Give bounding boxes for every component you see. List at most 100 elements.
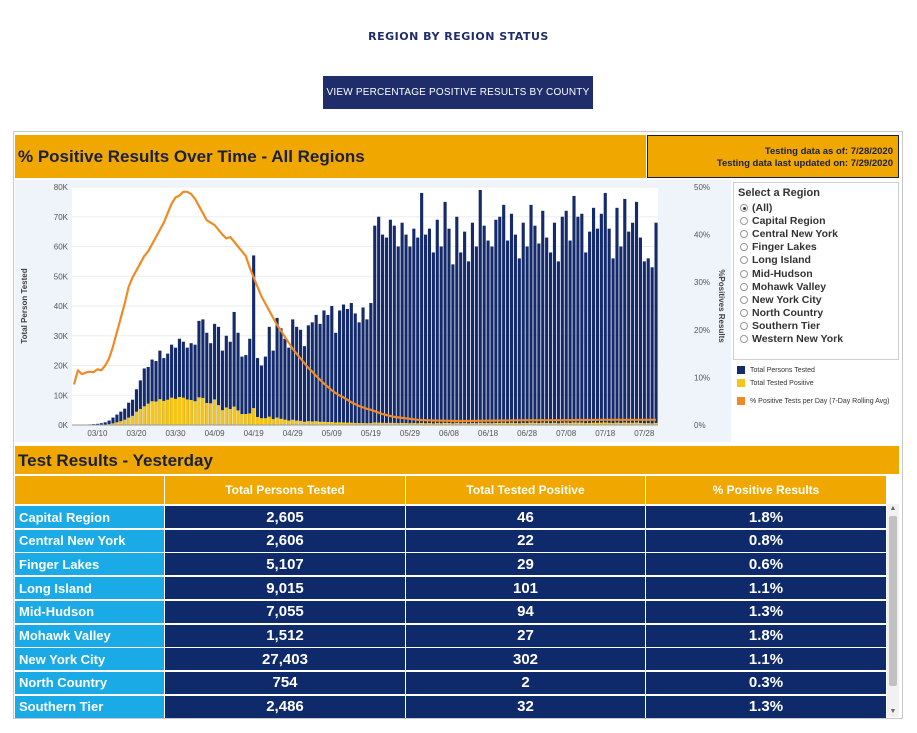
legend-tested: Total Persons Tested xyxy=(737,366,815,374)
bar-tested xyxy=(142,368,146,425)
table-cell-tested: 2,606 xyxy=(165,529,405,552)
region-option[interactable]: Western New York xyxy=(740,333,843,345)
table-scrollbar[interactable]: ▲ ▼ xyxy=(887,504,899,717)
table-row-region: Long Island xyxy=(15,577,164,600)
bar-tested xyxy=(525,246,529,425)
bar-tested xyxy=(482,225,486,425)
bar-positive xyxy=(498,422,502,425)
x-tick-label: 07/18 xyxy=(595,429,616,438)
table-cell-tested: 9,015 xyxy=(165,577,405,600)
bar-tested xyxy=(463,231,467,425)
region-option[interactable]: (All) xyxy=(740,202,772,214)
table-row-region: Capital Region xyxy=(15,506,164,528)
y-tick-label: 0K xyxy=(58,421,68,430)
radio-icon[interactable] xyxy=(740,282,748,291)
bar-positive xyxy=(267,416,271,425)
radio-icon[interactable] xyxy=(740,243,748,252)
radio-icon[interactable] xyxy=(740,256,748,265)
region-option[interactable]: Central New York xyxy=(740,228,838,240)
bar-tested xyxy=(494,219,498,425)
table-cell-positive: 94 xyxy=(406,600,645,623)
table-cell-positive: 22 xyxy=(406,529,645,552)
y2-tick-label: 40% xyxy=(694,231,710,240)
bar-tested xyxy=(576,216,580,425)
bar-tested xyxy=(353,313,357,425)
bar-positive xyxy=(607,422,611,425)
bar-tested xyxy=(283,338,287,425)
bar-positive xyxy=(158,399,162,425)
bar-positive xyxy=(349,422,353,425)
region-option[interactable]: Mohawk Valley xyxy=(740,281,826,293)
bar-tested xyxy=(392,225,396,425)
bar-positive xyxy=(263,418,267,425)
bar-positive xyxy=(341,422,346,425)
table-cell-positive: 29 xyxy=(406,553,645,576)
table-cell-pct: 0.3% xyxy=(646,671,886,694)
scroll-thumb[interactable] xyxy=(889,516,897,686)
bar-positive xyxy=(541,422,545,425)
radio-icon[interactable] xyxy=(740,308,748,317)
bar-tested xyxy=(345,308,349,425)
bar-positive xyxy=(119,421,123,425)
region-option[interactable]: Mid-Hudson xyxy=(740,268,813,280)
region-option[interactable]: New York City xyxy=(740,294,822,306)
radio-icon[interactable] xyxy=(740,204,748,212)
radio-icon[interactable] xyxy=(740,321,748,330)
radio-icon[interactable] xyxy=(740,230,748,239)
bar-tested xyxy=(470,222,474,425)
bar-positive xyxy=(486,423,490,425)
region-option[interactable]: Finger Lakes xyxy=(740,241,817,253)
radio-icon[interactable] xyxy=(740,217,748,226)
bar-tested xyxy=(513,234,517,425)
bar-positive xyxy=(271,419,275,425)
table-cell-positive: 27 xyxy=(406,624,645,647)
y2-tick-label: 50% xyxy=(694,183,710,192)
bar-positive xyxy=(256,416,260,425)
scroll-down-icon[interactable]: ▼ xyxy=(889,708,897,715)
bar-positive xyxy=(623,422,627,425)
radio-icon[interactable] xyxy=(740,295,748,304)
bar-positive xyxy=(545,422,549,425)
bar-tested xyxy=(134,389,139,425)
bar-positive xyxy=(244,413,248,425)
region-option[interactable]: North Country xyxy=(740,307,823,319)
bar-tested xyxy=(509,213,514,425)
bar-positive xyxy=(416,423,420,425)
table-header-region xyxy=(15,476,164,504)
bar-positive xyxy=(193,401,197,425)
bar-positive xyxy=(115,422,119,425)
bar-positive xyxy=(228,408,232,425)
bar-tested xyxy=(275,317,279,425)
bar-positive xyxy=(392,422,396,425)
bar-tested xyxy=(529,204,533,425)
bar-positive xyxy=(295,420,299,425)
bar-positive xyxy=(529,422,533,425)
radio-icon[interactable] xyxy=(740,335,748,343)
bar-positive xyxy=(232,406,236,425)
bar-tested xyxy=(138,380,142,425)
bar-positive xyxy=(213,399,217,425)
region-option[interactable]: Southern Tier xyxy=(740,320,820,332)
pct-line xyxy=(72,190,656,423)
bar-tested xyxy=(369,303,373,425)
bar-positive xyxy=(373,422,377,425)
bar-tested xyxy=(248,338,252,425)
view-by-county-button[interactable]: VIEW PERCENTAGE POSITIVE RESULTS BY COUN… xyxy=(323,76,593,109)
bar-tested xyxy=(205,332,209,425)
bar-positive xyxy=(650,423,654,425)
region-option[interactable]: Long Island xyxy=(740,254,811,266)
bar-positive xyxy=(150,401,154,425)
bar-positive xyxy=(275,417,279,425)
bar-positive xyxy=(369,423,373,425)
bar-tested xyxy=(119,411,123,425)
page-title: REGION BY REGION STATUS xyxy=(368,30,549,43)
bar-tested xyxy=(170,344,174,425)
scroll-up-icon[interactable]: ▲ xyxy=(889,505,897,512)
bar-tested xyxy=(150,359,154,425)
bar-positive xyxy=(162,400,166,425)
radio-icon[interactable] xyxy=(740,269,748,278)
region-option[interactable]: Capital Region xyxy=(740,215,826,227)
results-title: Test Results - Yesterday xyxy=(18,451,213,470)
table-cell-tested: 5,107 xyxy=(165,553,405,576)
bar-positive xyxy=(384,422,389,425)
